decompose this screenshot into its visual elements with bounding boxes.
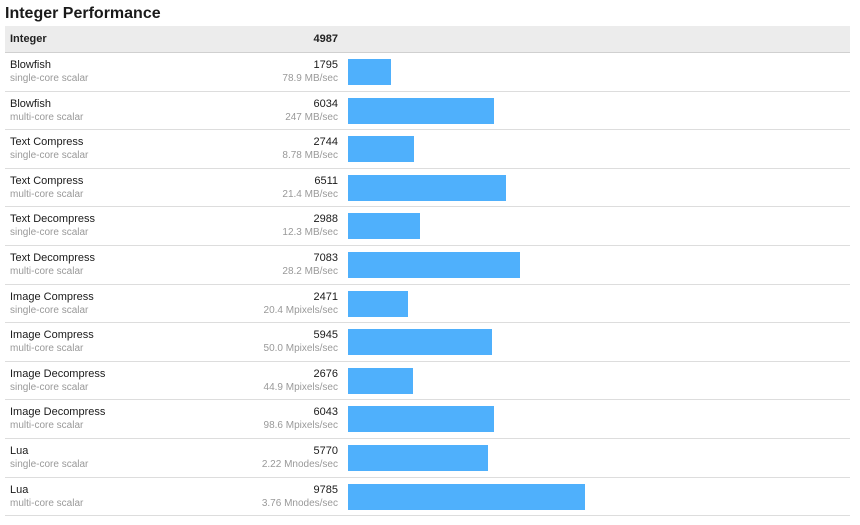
score-bar	[348, 174, 506, 201]
benchmark-name: Image Decompress	[10, 406, 106, 419]
benchmark-name: Text Compress	[10, 136, 84, 149]
benchmark-rate: 12.3 MB/sec	[282, 227, 338, 239]
benchmark-mode: single-core scalar	[10, 73, 89, 84]
benchmark-name: Text Decompress	[10, 251, 95, 264]
benchmark-name: Lua	[10, 444, 29, 457]
benchmark-rate: 28.2 MB/sec	[282, 265, 338, 277]
benchmark-mode: single-core scalar	[10, 381, 89, 393]
benchmark-rate: 50.0 Mpixels/sec	[263, 343, 338, 355]
benchmark-score: 6034	[313, 97, 338, 110]
header-name: Integer	[10, 33, 47, 45]
page-title: Integer Performance	[5, 5, 161, 22]
table-row: Text Compress single-core scalar 2744 8.78 …	[5, 130, 850, 169]
benchmark-rate: 20.4 Mpixels/sec	[263, 304, 338, 316]
benchmark-table: Integer 4987 Blowfish single-core scalar 1…	[5, 26, 850, 517]
benchmark-mode: single-core scalar	[10, 304, 89, 316]
benchmark-score: 2988	[313, 213, 338, 226]
table-row: Blowfish multi-core scalar 6034 247 MB/sec	[5, 92, 850, 131]
score-bar	[348, 406, 494, 433]
table-row: Text Decompress single-core scalar 2988 12.…	[5, 207, 850, 246]
benchmark-score: 5770	[313, 444, 338, 457]
benchmark-score: 6043	[313, 406, 338, 419]
table-rows: Blowfish single-core scalar 1795 78.9 MB/se…	[5, 53, 850, 517]
benchmark-rate: 98.6 Mpixels/sec	[263, 420, 338, 432]
score-bar	[348, 329, 492, 356]
benchmark-score: 2744	[313, 136, 338, 149]
score-bar	[348, 251, 520, 278]
score-bar	[348, 290, 408, 317]
table-row: Lua single-core scalar 5770 2.22 Mnodes/sec	[5, 439, 850, 478]
benchmark-name: Image Decompress	[10, 367, 106, 380]
benchmark-mode: multi-core scalar	[10, 420, 84, 432]
table-row: Image Decompress multi-core scalar 6043 98.…	[5, 400, 850, 439]
benchmark-mode: multi-core scalar	[10, 497, 84, 509]
benchmark-mode: multi-core scalar	[10, 188, 84, 200]
benchmark-score: 9785	[313, 483, 338, 496]
benchmark-mode: single-core scalar	[10, 458, 89, 470]
benchmark-score: 2676	[313, 367, 338, 380]
table-row: Text Compress multi-core scalar 6511 21.4 M…	[5, 169, 850, 208]
benchmark-mode: multi-core scalar	[10, 265, 84, 277]
benchmark-mode: single-core scalar	[10, 150, 89, 162]
benchmark-mode: single-core scalar	[10, 227, 89, 239]
benchmark-rate: 21.4 MB/sec	[282, 188, 338, 200]
table-row: Text Decompress multi-core scalar 7083 28.2…	[5, 246, 850, 285]
benchmark-name: Blowfish	[10, 97, 51, 110]
benchmark-mode: multi-core scalar	[10, 111, 84, 123]
benchmark-mode: multi-core scalar	[10, 343, 84, 355]
table-row: Image Compress multi-core scalar 5945 50.0 …	[5, 323, 850, 362]
benchmark-name: Lua	[10, 483, 29, 496]
benchmark-score: 1795	[313, 59, 338, 71]
benchmark-rate: 78.9 MB/sec	[282, 73, 338, 84]
score-bar	[348, 444, 488, 471]
header-score: 4987	[313, 33, 338, 45]
benchmark-name: Image Compress	[10, 290, 94, 303]
score-bar	[348, 483, 585, 510]
score-bar	[348, 97, 494, 124]
table-header: Integer 4987	[5, 26, 850, 53]
benchmark-name: Text Decompress	[10, 213, 95, 226]
benchmark-name: Text Compress	[10, 174, 84, 187]
score-bar	[348, 213, 420, 240]
benchmark-rate: 247 MB/sec	[285, 111, 338, 123]
score-bar	[348, 136, 414, 163]
score-bar	[348, 59, 391, 85]
benchmark-rate: 44.9 Mpixels/sec	[263, 381, 338, 393]
benchmark-score: 6511	[314, 174, 338, 187]
benchmark-score: 2471	[313, 290, 338, 303]
benchmark-name: Image Compress	[10, 329, 94, 342]
benchmark-rate: 3.76 Mnodes/sec	[261, 497, 338, 509]
benchmark-score: 7083	[313, 251, 338, 264]
score-bar	[348, 367, 413, 394]
benchmark-score: 5945	[313, 329, 338, 342]
table-row: Blowfish single-core scalar 1795 78.9 MB/se…	[5, 53, 850, 92]
benchmark-rate: 2.22 Mnodes/sec	[261, 458, 338, 470]
benchmark-name: Blowfish	[10, 59, 51, 71]
table-row: Image Compress single-core scalar 2471 20.4…	[5, 285, 850, 324]
benchmark-rate: 8.78 MB/sec	[282, 150, 338, 162]
table-row: Image Decompress single-core scalar 2676 44…	[5, 362, 850, 401]
table-row: Lua multi-core scalar 9785 3.76 Mnodes/sec	[5, 478, 850, 517]
